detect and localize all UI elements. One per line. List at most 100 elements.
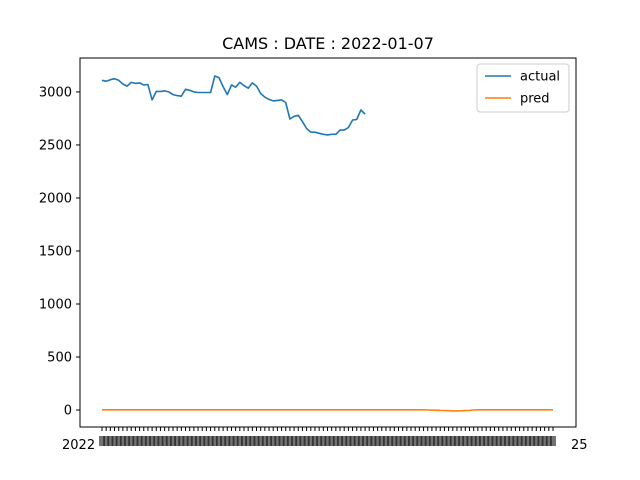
x-tick-label — [366, 436, 373, 446]
x-tick-label — [550, 436, 556, 446]
x-tick-label — [128, 436, 135, 446]
x-tick-label — [236, 436, 243, 446]
y-axis: 0 500 1000 1500 2000 2500 3000 — [39, 85, 80, 419]
plot-area — [79, 57, 577, 428]
x-tick-label — [357, 436, 364, 446]
y-tick-label: 0 — [64, 404, 72, 419]
x-tick-label — [220, 436, 227, 446]
y-tick-label: 1000 — [39, 298, 72, 313]
x-tick-label — [395, 436, 402, 446]
x-tick-label — [132, 436, 139, 446]
x-tick-label — [224, 436, 231, 446]
x-tick-label — [140, 436, 147, 446]
x-tick-label — [295, 436, 302, 446]
x-tick-label — [257, 436, 264, 446]
x-tick-label — [149, 436, 156, 446]
plot-frame — [79, 57, 577, 428]
x-tick-label — [533, 436, 540, 446]
x-tick-label — [199, 436, 206, 446]
x-tick-label — [445, 436, 452, 446]
series-line-actual — [101, 75, 366, 136]
x-tick-label — [353, 436, 360, 446]
x-tick-label — [249, 436, 256, 446]
x-tick-label — [483, 436, 490, 446]
x-tick-label-start: 2022 — [62, 438, 95, 453]
x-tick-label — [207, 436, 214, 446]
x-tick-label — [245, 436, 252, 446]
x-tick-label — [428, 436, 435, 446]
x-tick-label — [211, 436, 218, 446]
x-tick-label — [253, 436, 260, 446]
x-tick-label — [291, 436, 298, 446]
x-tick-label — [278, 436, 285, 446]
x-tick-label — [165, 436, 172, 446]
x-tick-label — [470, 436, 477, 446]
x-tick-label — [516, 436, 523, 446]
x-tick-label — [174, 436, 181, 446]
x-tick-label — [320, 436, 327, 446]
x-tick-label — [387, 436, 394, 446]
x-tick-label — [107, 436, 114, 446]
x-tick-label — [391, 436, 398, 446]
x-tick-label — [537, 436, 544, 446]
series-line-pred — [102, 408, 553, 412]
x-tick-label — [449, 436, 456, 446]
x-tick-label — [345, 436, 352, 446]
x-tick-label — [382, 436, 389, 446]
x-tick-label — [504, 436, 511, 446]
x-tick-label — [495, 436, 502, 446]
x-tick-label-end: 25 — [571, 438, 588, 453]
x-axis: 2022 25 — [62, 427, 588, 453]
x-tick-label — [462, 436, 469, 446]
legend-label-actual: actual — [520, 70, 560, 85]
x-tick-label — [441, 436, 448, 446]
x-tick-label — [487, 436, 494, 446]
x-tick-label — [328, 436, 335, 446]
x-tick-label — [541, 436, 548, 446]
x-tick-label — [99, 436, 105, 446]
x-tick-label — [153, 436, 160, 446]
y-tick-label: 2500 — [39, 138, 72, 153]
y-tick-label: 500 — [47, 351, 72, 366]
x-tick-label — [215, 436, 222, 446]
x-tick-label — [157, 436, 164, 446]
x-tick-label — [378, 436, 385, 446]
x-tick-label — [111, 436, 118, 446]
x-tick-label — [195, 436, 202, 446]
x-tick-label — [261, 436, 268, 446]
x-tick-label — [341, 436, 348, 446]
x-tick-label — [119, 436, 126, 446]
x-tick-label — [228, 436, 235, 446]
x-tick-label — [545, 436, 552, 446]
x-tick-label — [349, 436, 356, 446]
x-tick-label — [266, 436, 273, 446]
series-layer — [101, 75, 553, 412]
chart-title: CAMS : DATE : 2022-01-07 — [222, 34, 434, 53]
x-tick-label — [529, 436, 536, 446]
x-tick-label — [416, 436, 423, 446]
x-tick-label — [524, 436, 531, 446]
x-tick-label — [408, 436, 415, 446]
x-tick-label — [453, 436, 460, 446]
x-tick-label — [403, 436, 410, 446]
x-tick-label — [311, 436, 318, 446]
x-tick-label — [299, 436, 306, 446]
x-tick-label — [324, 436, 331, 446]
x-tick-label — [479, 436, 486, 446]
x-tick-label — [412, 436, 419, 446]
x-tick-label — [240, 436, 247, 446]
x-tick-label — [232, 436, 239, 446]
x-tick-label — [420, 436, 427, 446]
x-tick-label — [399, 436, 406, 446]
x-tick-label — [520, 436, 527, 446]
legend: actual pred — [476, 63, 570, 113]
x-tick-label — [124, 436, 131, 446]
legend-label-pred: pred — [520, 92, 550, 107]
y-tick-label: 1500 — [39, 244, 72, 259]
x-tick-label — [433, 436, 440, 446]
x-tick-label — [136, 436, 143, 446]
x-tick-label — [508, 436, 515, 446]
x-tick-label — [474, 436, 481, 446]
y-tick-label: 3000 — [39, 85, 72, 100]
